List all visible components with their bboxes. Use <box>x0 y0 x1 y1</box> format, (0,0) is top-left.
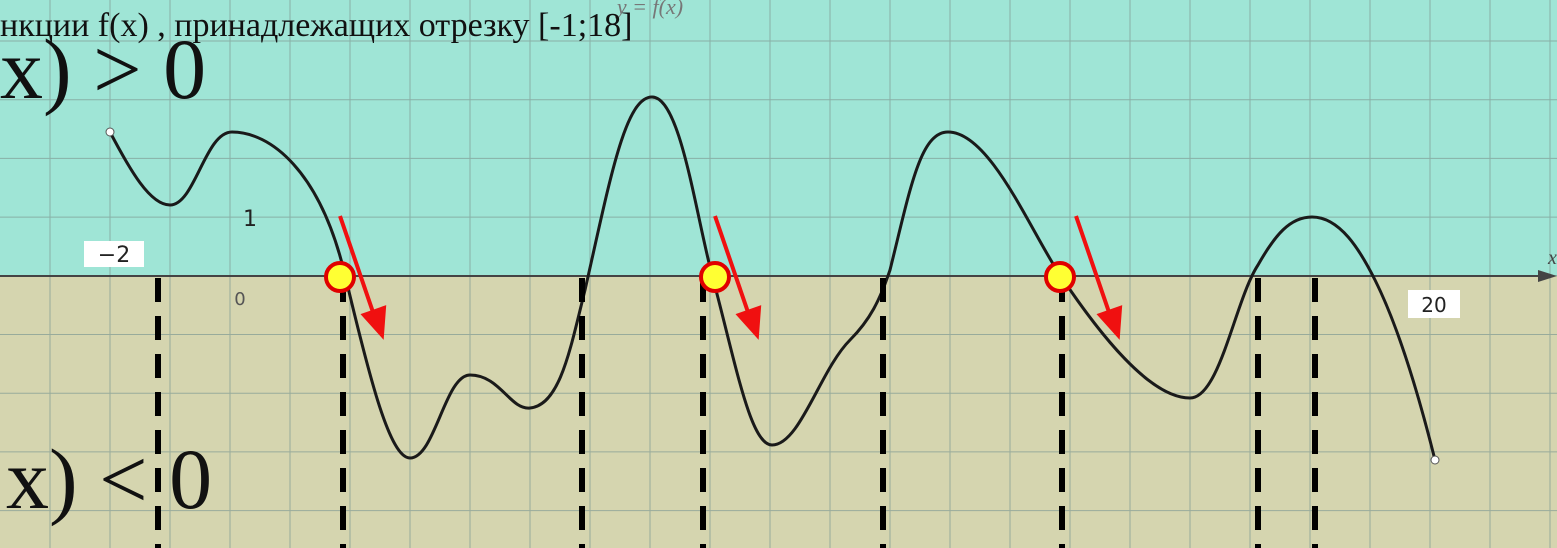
region-label: x) < 0 <box>6 431 212 527</box>
x-axis-arrow <box>1538 270 1557 282</box>
axis-label: x <box>1547 247 1557 269</box>
label-bg <box>84 241 144 267</box>
function-curve <box>108 95 1437 461</box>
label-bg <box>1408 290 1460 318</box>
arrows <box>338 215 1123 340</box>
zero-point <box>324 261 356 293</box>
endpoint <box>105 127 115 137</box>
negative-region <box>0 276 1557 548</box>
axis-label: 0 <box>234 289 245 310</box>
graph-label: y = f(x) <box>615 0 683 19</box>
dashed-lines <box>155 278 1318 548</box>
axis-label: 20 <box>1421 293 1446 317</box>
arrowhead <box>1096 305 1123 340</box>
axis-label: −2 <box>98 243 130 268</box>
arrow <box>713 215 752 319</box>
arrowhead <box>360 305 387 340</box>
region-label: x) > 0 <box>0 21 206 117</box>
arrowhead <box>735 305 762 340</box>
axis-label: 1 <box>243 207 257 232</box>
zero-point <box>1044 261 1076 293</box>
zero-points <box>324 261 1076 293</box>
title: нкции f(x) , принадлежащих отрезку [-1;1… <box>0 7 632 44</box>
arrow <box>1074 215 1113 319</box>
zero-point <box>699 261 731 293</box>
endpoint <box>1430 455 1440 465</box>
arrow <box>338 215 377 319</box>
